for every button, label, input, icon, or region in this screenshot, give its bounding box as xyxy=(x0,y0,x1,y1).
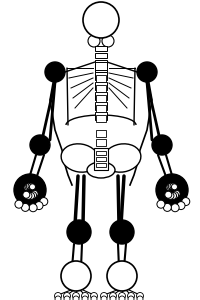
Bar xyxy=(95,46,106,51)
Circle shape xyxy=(30,135,50,155)
Bar xyxy=(96,85,105,92)
Ellipse shape xyxy=(103,144,140,172)
Circle shape xyxy=(181,198,189,206)
Circle shape xyxy=(83,2,118,38)
Circle shape xyxy=(118,292,125,299)
Bar xyxy=(96,75,105,82)
Bar xyxy=(95,82,106,90)
Circle shape xyxy=(31,190,38,197)
Circle shape xyxy=(171,184,177,190)
Circle shape xyxy=(15,200,23,208)
Circle shape xyxy=(73,296,79,300)
Circle shape xyxy=(127,292,134,299)
Bar xyxy=(96,157,105,164)
Circle shape xyxy=(81,292,88,299)
Bar xyxy=(96,139,105,146)
Circle shape xyxy=(169,183,175,189)
Circle shape xyxy=(29,192,36,199)
Circle shape xyxy=(21,203,29,211)
Circle shape xyxy=(163,203,170,211)
Circle shape xyxy=(101,35,113,47)
Circle shape xyxy=(82,296,88,300)
Circle shape xyxy=(91,296,97,300)
Bar xyxy=(96,115,105,122)
Circle shape xyxy=(25,184,31,190)
Circle shape xyxy=(63,292,70,299)
Circle shape xyxy=(67,220,91,244)
Circle shape xyxy=(25,192,32,199)
Bar xyxy=(94,148,107,170)
Circle shape xyxy=(29,204,37,212)
Circle shape xyxy=(169,192,176,200)
Circle shape xyxy=(27,192,34,200)
Circle shape xyxy=(167,183,173,189)
Bar xyxy=(96,157,105,161)
Bar xyxy=(95,102,106,110)
Circle shape xyxy=(127,296,133,300)
Circle shape xyxy=(90,292,97,299)
Circle shape xyxy=(55,296,61,300)
Circle shape xyxy=(45,62,65,82)
Bar xyxy=(96,163,105,167)
Bar xyxy=(95,60,106,65)
Circle shape xyxy=(26,183,32,189)
Circle shape xyxy=(35,202,43,210)
Circle shape xyxy=(109,296,115,300)
Circle shape xyxy=(170,204,178,212)
Bar xyxy=(95,62,106,70)
Circle shape xyxy=(109,220,133,244)
Bar xyxy=(95,92,106,100)
Circle shape xyxy=(136,62,156,82)
Circle shape xyxy=(23,191,30,198)
Bar xyxy=(96,95,105,102)
Circle shape xyxy=(166,192,173,199)
Circle shape xyxy=(156,200,164,208)
Circle shape xyxy=(28,183,34,189)
Bar xyxy=(95,72,106,80)
Circle shape xyxy=(165,184,171,190)
Bar xyxy=(95,53,106,58)
Circle shape xyxy=(171,192,178,199)
Circle shape xyxy=(29,184,35,190)
Circle shape xyxy=(100,296,106,300)
Circle shape xyxy=(100,292,107,299)
Circle shape xyxy=(40,198,48,206)
Circle shape xyxy=(106,261,136,291)
Circle shape xyxy=(109,292,116,299)
Circle shape xyxy=(164,191,171,198)
Circle shape xyxy=(176,202,184,210)
Bar xyxy=(95,67,106,72)
Circle shape xyxy=(64,296,70,300)
Bar xyxy=(96,151,105,155)
Circle shape xyxy=(88,35,100,47)
Circle shape xyxy=(166,184,172,190)
Circle shape xyxy=(136,296,142,300)
Circle shape xyxy=(54,292,61,299)
Circle shape xyxy=(155,174,187,206)
Circle shape xyxy=(61,261,91,291)
Bar xyxy=(96,130,105,137)
Bar xyxy=(95,112,106,120)
Ellipse shape xyxy=(87,162,114,178)
Circle shape xyxy=(72,292,79,299)
Circle shape xyxy=(24,184,30,190)
Ellipse shape xyxy=(61,144,98,172)
Circle shape xyxy=(151,135,171,155)
Bar xyxy=(96,148,105,155)
Circle shape xyxy=(172,190,179,197)
Circle shape xyxy=(14,174,46,206)
Bar xyxy=(96,105,105,112)
Circle shape xyxy=(118,296,124,300)
Circle shape xyxy=(136,292,143,299)
